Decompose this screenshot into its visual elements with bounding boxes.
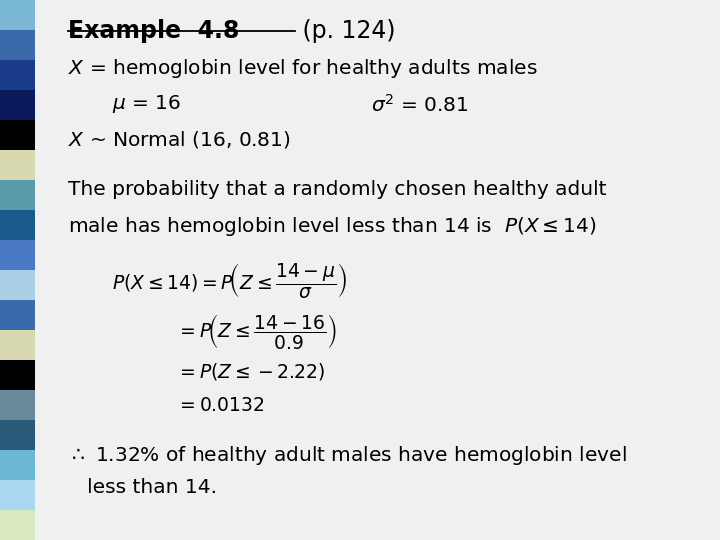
Bar	[0, 300, 35, 330]
Bar	[0, 360, 35, 390]
Bar	[0, 450, 35, 480]
Text: $= P(Z \leq -2.22)$: $= P(Z \leq -2.22)$	[176, 361, 325, 382]
Bar	[0, 150, 35, 180]
Text: male has hemoglobin level less than 14 is  $P(X \leq 14)$: male has hemoglobin level less than 14 i…	[68, 215, 597, 238]
Text: $X$ ~ Normal (16, 0.81): $X$ ~ Normal (16, 0.81)	[68, 129, 291, 150]
Text: The probability that a randomly chosen healthy adult: The probability that a randomly chosen h…	[68, 180, 607, 199]
Bar	[0, 270, 35, 300]
Text: less than 14.: less than 14.	[68, 478, 217, 497]
Bar	[0, 480, 35, 510]
Text: $\sigma^2$ = 0.81: $\sigma^2$ = 0.81	[371, 93, 468, 116]
Bar	[0, 60, 35, 90]
Text: Example  4.8: Example 4.8	[68, 19, 240, 43]
Bar	[0, 120, 35, 150]
Text: $\mu$ = 16: $\mu$ = 16	[112, 93, 181, 116]
Text: $= P\!\left(Z \leq \dfrac{14-16}{0.9}\right)$: $= P\!\left(Z \leq \dfrac{14-16}{0.9}\ri…	[176, 312, 338, 351]
Bar	[0, 330, 35, 360]
Bar	[0, 210, 35, 240]
Bar	[0, 180, 35, 210]
Bar	[0, 30, 35, 60]
Bar	[0, 240, 35, 270]
Bar	[0, 420, 35, 450]
Text: (p. 124): (p. 124)	[295, 19, 396, 43]
Bar	[0, 90, 35, 120]
Bar	[0, 0, 35, 30]
Bar	[0, 390, 35, 420]
Text: $\therefore$ 1.32% of healthy adult males have hemoglobin level: $\therefore$ 1.32% of healthy adult male…	[68, 444, 627, 468]
Bar	[0, 510, 35, 540]
Text: $P(X \leq 14)= P\!\left(Z \leq \dfrac{14-\mu}{\sigma}\right)$: $P(X \leq 14)= P\!\left(Z \leq \dfrac{14…	[112, 261, 347, 300]
Text: $X$ = hemoglobin level for healthy adults males: $X$ = hemoglobin level for healthy adult…	[68, 57, 538, 80]
Text: $= 0.0132$: $= 0.0132$	[176, 396, 265, 415]
